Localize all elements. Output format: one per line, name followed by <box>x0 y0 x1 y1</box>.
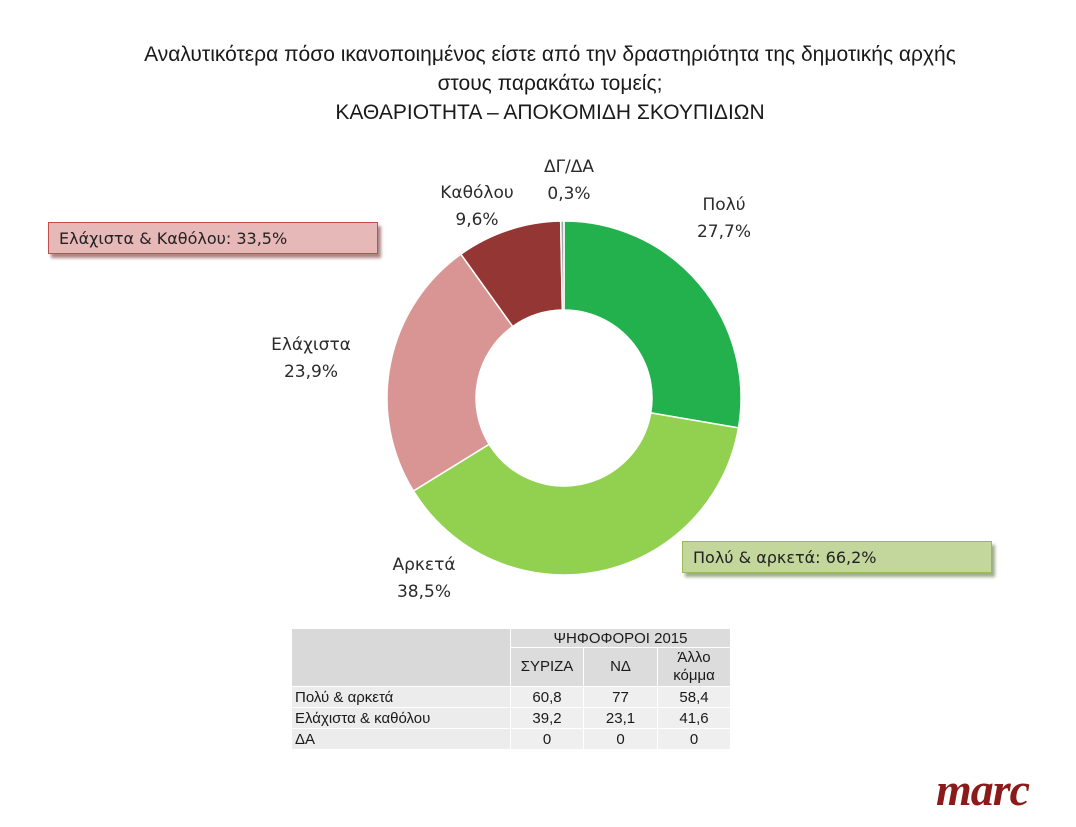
slice-label-value: 27,7% <box>697 222 751 242</box>
slice-label-value: 9,6% <box>455 210 498 230</box>
slice-label-name: Αρκετά <box>392 555 455 575</box>
title-line-1: Αναλυτικότερα πόσο ικανοποιημένος είστε … <box>144 43 956 66</box>
donut-slice-2 <box>386 253 514 492</box>
table-col-header: ΣΥΡΙΖΑ <box>510 647 584 687</box>
col-header-line: ΣΥΡΙΖΑ <box>520 658 574 675</box>
table-row: ΔΑ 0 0 0 <box>291 728 731 750</box>
table-cell: 23,1 <box>583 707 658 729</box>
donut-slice-0 <box>563 220 742 429</box>
table-col-header: ΝΔ <box>583 647 658 687</box>
chart-title: Αναλυτικότερα πόσο ικανοποιημένος είστε … <box>30 40 1070 127</box>
col-header-line: Άλλο <box>677 649 711 666</box>
table-cell: 77 <box>583 686 658 708</box>
row-label: Πολύ & αρκετά <box>291 686 511 708</box>
slice-label-name: Πολύ <box>702 195 745 215</box>
table-row: Ελάχιστα & καθόλου 39,2 23,1 41,6 <box>291 707 731 729</box>
table-corner-cell <box>291 628 511 687</box>
table-row: Πολύ & αρκετά 60,8 77 58,4 <box>291 686 731 708</box>
callout-high-satisfaction: Πολύ & αρκετά: 66,2% <box>682 541 992 573</box>
row-label: ΔΑ <box>291 728 511 750</box>
title-line-2: στους παρακάτω τομείς; <box>437 72 663 95</box>
slice-label-name: Καθόλου <box>440 183 513 203</box>
slice-label-name: ΔΓ/ΔΑ <box>544 157 594 177</box>
table-col-header: Άλλο κόμμα <box>657 647 731 687</box>
table-cell: 0 <box>583 728 658 750</box>
slice-label-value: 38,5% <box>397 582 451 602</box>
slice-label-value: 0,3% <box>547 184 590 204</box>
donut-slice-1 <box>412 411 740 576</box>
marc-logo: marc <box>936 764 1030 815</box>
table-cell: 41,6 <box>657 707 731 729</box>
slice-label-value: 23,9% <box>284 362 338 382</box>
slice-label-name: Ελάχιστα <box>271 335 351 355</box>
table-cell: 39,2 <box>510 707 584 729</box>
donut-slice-4 <box>559 220 565 311</box>
callout-low-satisfaction: Ελάχιστα & Καθόλου: 33,5% <box>48 222 378 254</box>
crosstab-voters-2015: ΨΗΦΟΦΟΡΟΙ 2015 ΣΥΡΙΖΑ ΝΔ Άλλο κόμμα Πολύ… <box>291 628 731 750</box>
col-header-line: ΝΔ <box>610 658 631 675</box>
table-group-header: ΨΗΦΟΦΟΡΟΙ 2015 <box>510 628 731 648</box>
table-cell: 60,8 <box>510 686 584 708</box>
table-cell: 58,4 <box>657 686 731 708</box>
table-cell: 0 <box>657 728 731 750</box>
table-cell: 0 <box>510 728 584 750</box>
row-label: Ελάχιστα & καθόλου <box>291 707 511 729</box>
col-header-line: κόμμα <box>673 667 715 684</box>
title-line-3: ΚΑΘΑΡΙΟΤΗΤΑ – ΑΠΟΚΟΜΙΔΗ ΣΚΟΥΠΙΔΙΩΝ <box>335 101 765 124</box>
